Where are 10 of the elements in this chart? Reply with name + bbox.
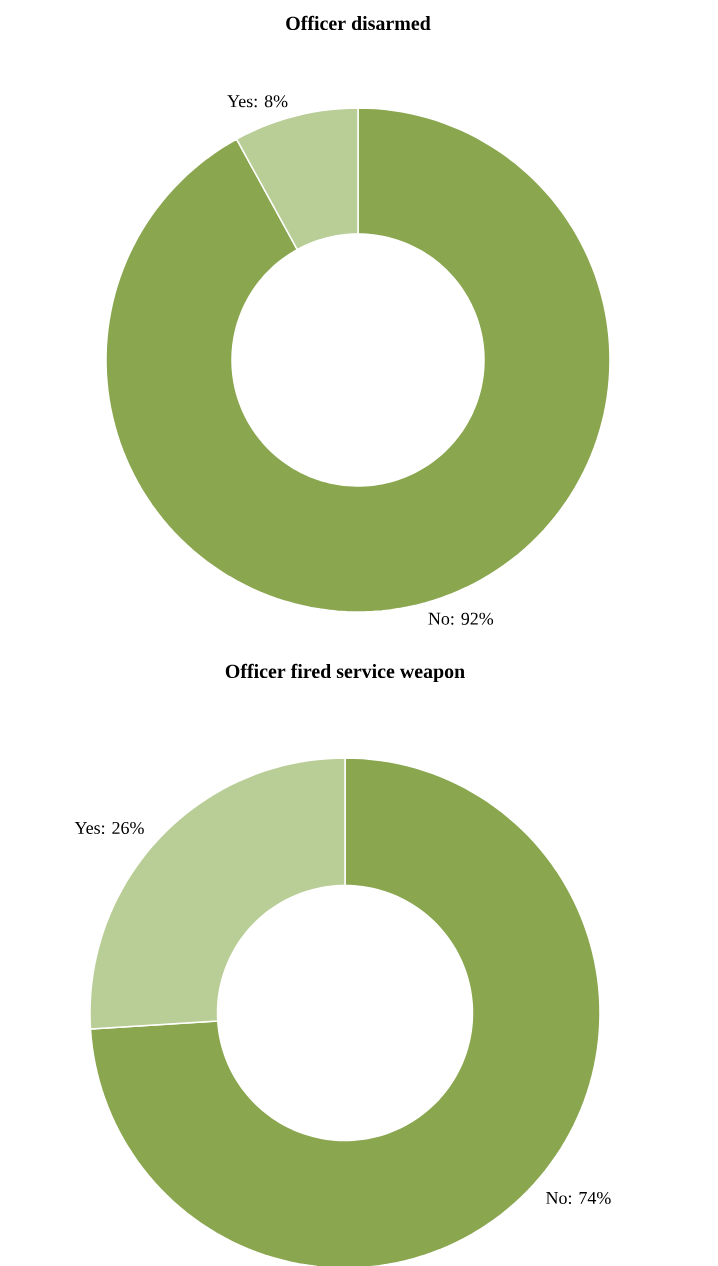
data-label: : 92% (451, 612, 494, 625)
data-label: : 8% (254, 95, 288, 108)
slice-label: No (428, 612, 450, 625)
chart-title: Officer fired service weapon (225, 663, 465, 683)
data-label: : 26% (102, 821, 144, 835)
data-label: : 74% (568, 1191, 611, 1205)
slice-label: Yes (74, 822, 100, 834)
slice-label: No (546, 1192, 567, 1205)
slice-label: Yes (227, 95, 253, 108)
chart-title: Officer disarmed (286, 15, 431, 31)
